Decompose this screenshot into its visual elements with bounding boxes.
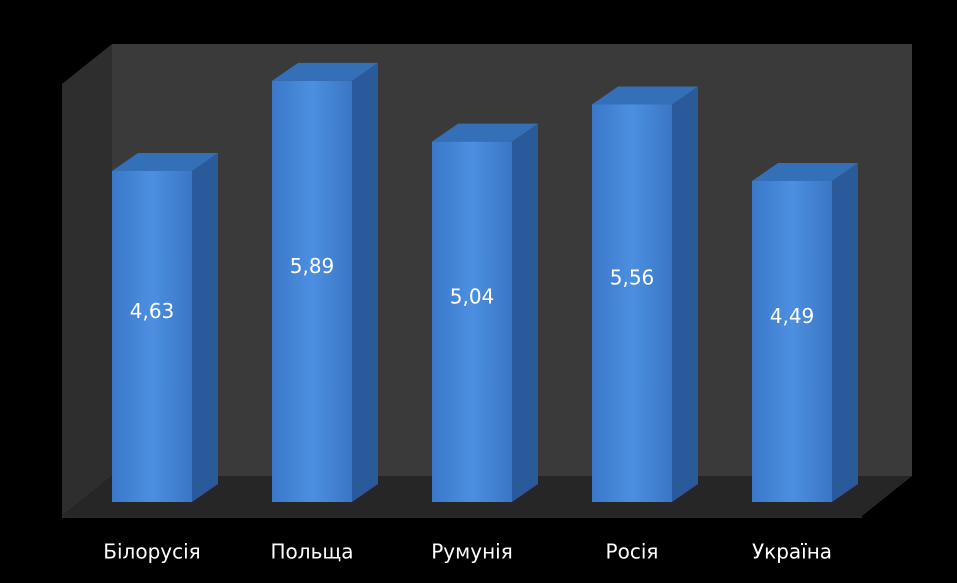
data-label: 5,04 <box>450 284 495 308</box>
bar-top <box>112 152 218 171</box>
data-label: 4,49 <box>770 304 815 328</box>
bar-top <box>592 86 698 105</box>
category-label: Польща <box>271 540 354 564</box>
bar-front <box>112 170 192 502</box>
side-wall <box>62 44 112 516</box>
data-label: 5,89 <box>290 254 335 278</box>
bar-side <box>672 86 698 503</box>
data-label: 4,63 <box>130 299 175 323</box>
category-label: Україна <box>752 540 832 564</box>
bar: 5,04 <box>432 123 538 502</box>
bar-front <box>432 141 512 502</box>
bar-side <box>832 162 858 502</box>
bar-front <box>592 104 672 503</box>
category-label: Росія <box>606 540 659 564</box>
bar-top <box>272 62 378 81</box>
bar-side <box>512 123 538 502</box>
bar: 5,56 <box>592 86 698 503</box>
data-label: 5,56 <box>610 266 655 290</box>
category-labels: Білорусія Польща Румунія Росія Україна <box>103 540 832 564</box>
bar-top <box>432 123 538 142</box>
category-label: Білорусія <box>103 540 200 564</box>
bar: 4,49 <box>752 162 858 502</box>
bar-front <box>272 80 352 503</box>
bars-group: 4,63 5,89 5,04 5,56 4,49 <box>112 62 858 503</box>
bar-front <box>752 180 832 502</box>
bar-side <box>192 152 218 502</box>
bar: 5,89 <box>272 62 378 503</box>
bar-side <box>352 62 378 503</box>
category-label: Румунія <box>431 540 512 564</box>
bar-top <box>752 162 858 181</box>
bar: 4,63 <box>112 152 218 502</box>
